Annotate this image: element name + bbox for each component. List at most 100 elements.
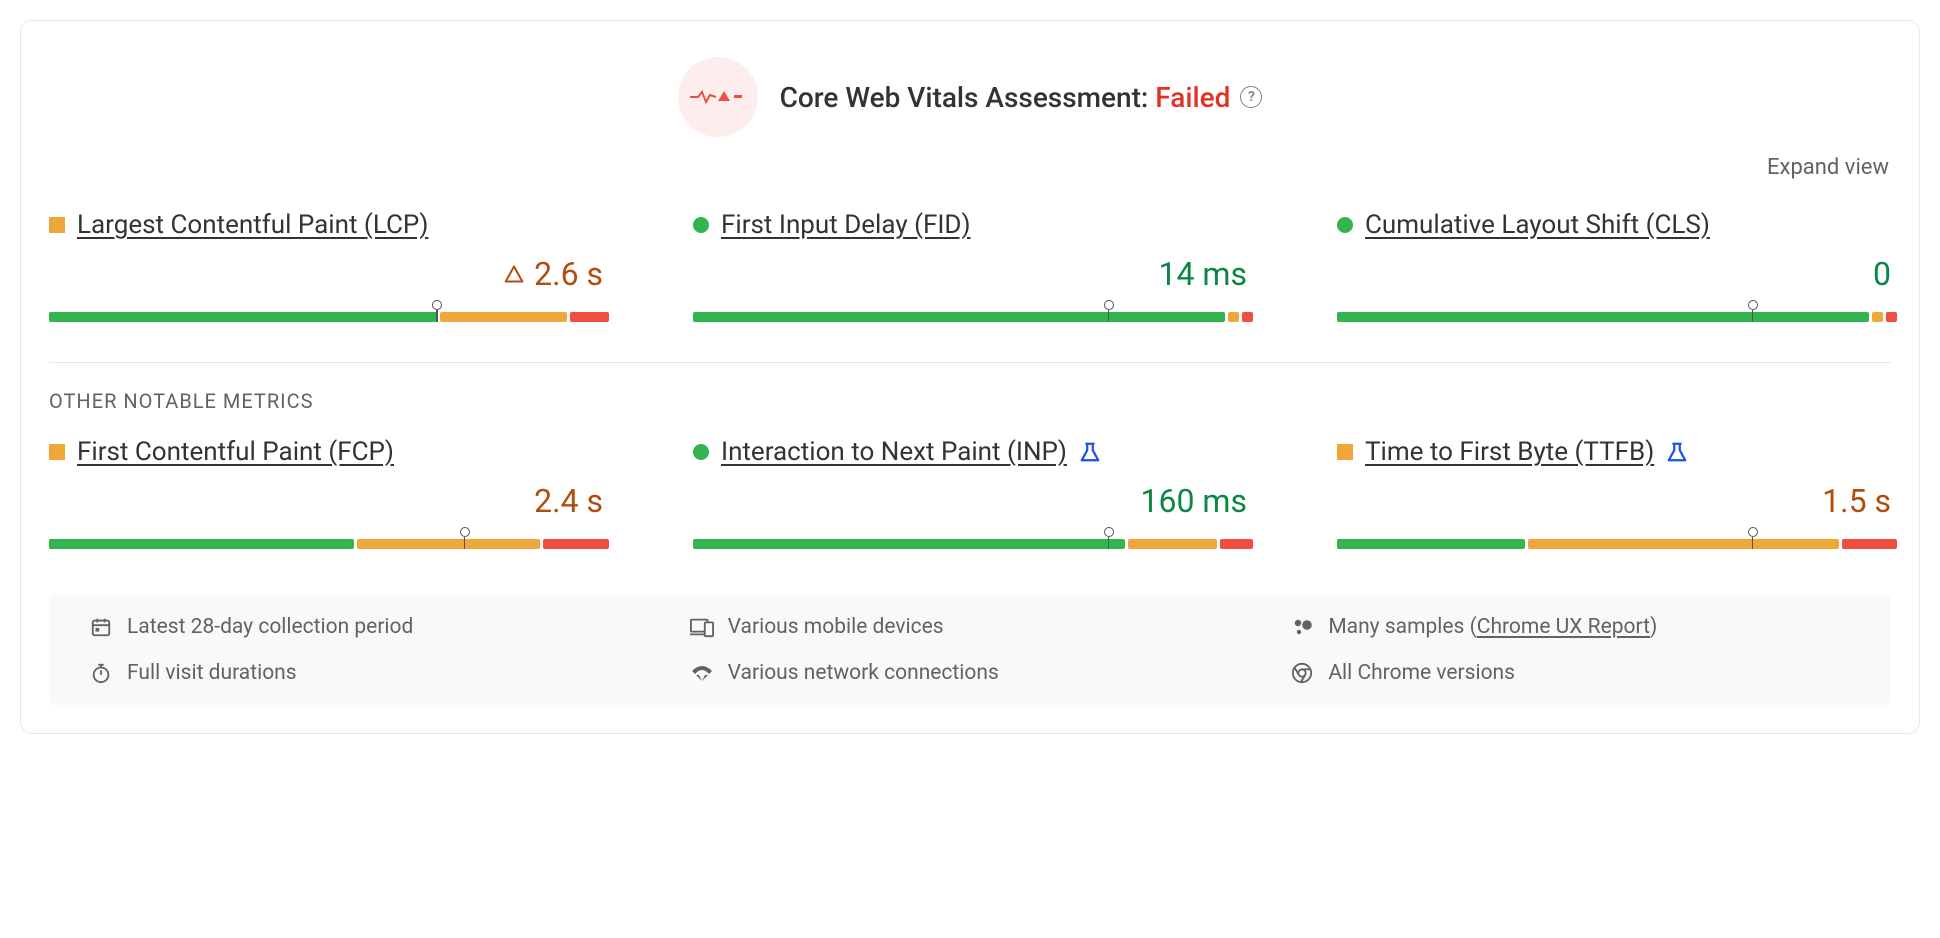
help-icon[interactable]: ? (1240, 86, 1262, 108)
warning-triangle-icon (504, 264, 524, 284)
footer-versions-text: All Chrome versions (1328, 661, 1515, 685)
metric-name-link[interactable]: First Input Delay (FID) (721, 210, 971, 240)
bar-segment-red (1220, 539, 1253, 549)
core-metric-lcp: Largest Contentful Paint (LCP) 2.6 s (49, 202, 603, 340)
metric-value-row: 160 ms (693, 481, 1247, 521)
bar-segment-orange (1528, 539, 1838, 549)
metric-value-row: 2.6 s (49, 254, 603, 294)
metric-name-link[interactable]: First Contentful Paint (FCP) (77, 437, 394, 467)
bar-segment-green (49, 539, 354, 549)
network-icon (690, 661, 714, 685)
bar-segment-green (693, 539, 1125, 549)
percentile-marker (432, 300, 442, 322)
other-metric-fcp: First Contentful Paint (FCP) 2.4 s (49, 429, 603, 567)
percentile-marker (1748, 300, 1758, 322)
chrome-icon (1290, 661, 1314, 685)
bar-segment-green (693, 312, 1225, 322)
core-metrics-grid: Largest Contentful Paint (LCP) 2.6 s First… (49, 202, 1891, 340)
footer-samples: Many samples (Chrome UX Report) (1290, 615, 1851, 639)
samples-icon (1290, 615, 1314, 639)
distribution-bar (49, 527, 603, 549)
percentile-marker (1104, 527, 1114, 549)
bar-segment-green (1337, 539, 1525, 549)
bar-segment-red (1242, 312, 1253, 322)
status-square-icon (49, 217, 65, 233)
metric-value-row: 1.5 s (1337, 481, 1891, 521)
metric-title-row: First Input Delay (FID) (693, 210, 1247, 240)
bar-segment-orange (1128, 539, 1217, 549)
bar-segment-green (1337, 312, 1869, 322)
chrome-ux-report-link[interactable]: Chrome UX Report (1477, 615, 1650, 639)
metric-title-row: Interaction to Next Paint (INP) (693, 437, 1247, 467)
percentile-marker (1104, 300, 1114, 322)
vitals-card: Core Web Vitals Assessment: Failed ? Exp… (20, 20, 1920, 734)
status-square-icon (1337, 444, 1353, 460)
status-circle-icon (1337, 217, 1353, 233)
metric-name-link[interactable]: Time to First Byte (TTFB) (1365, 437, 1654, 467)
footer-network-text: Various network connections (728, 661, 999, 685)
section-divider (49, 362, 1891, 363)
percentile-marker (1748, 527, 1758, 549)
footer-devices: Various mobile devices (690, 615, 1251, 639)
assessment-status-icon (678, 57, 758, 137)
metric-value-row: 14 ms (693, 254, 1247, 294)
metric-value-row: 0 (1337, 254, 1891, 294)
metric-value: 0 (1873, 255, 1891, 293)
bar-segment-orange (440, 312, 567, 322)
metric-title-row: Cumulative Layout Shift (CLS) (1337, 210, 1891, 240)
bar-segment-red (543, 539, 609, 549)
footer-durations-text: Full visit durations (127, 661, 297, 685)
status-circle-icon (693, 444, 709, 460)
other-metric-inp: Interaction to Next Paint (INP) 160 ms (693, 429, 1247, 567)
metric-value-row: 2.4 s (49, 481, 603, 521)
status-circle-icon (693, 217, 709, 233)
metric-name-link[interactable]: Interaction to Next Paint (INP) (721, 437, 1067, 467)
bar-segment-orange (1872, 312, 1883, 322)
experimental-flask-icon[interactable] (1079, 441, 1101, 463)
footer-samples-text: Many samples (Chrome UX Report) (1328, 615, 1657, 639)
assessment-title-prefix: Core Web Vitals Assessment: (780, 81, 1156, 114)
core-metric-cls: Cumulative Layout Shift (CLS) 0 (1337, 202, 1891, 340)
assessment-result: Failed (1155, 81, 1230, 114)
bar-segment-red (1886, 312, 1897, 322)
distribution-bar (1337, 300, 1891, 322)
footer-period: Latest 28-day collection period (89, 615, 650, 639)
metric-name-link[interactable]: Largest Contentful Paint (LCP) (77, 210, 428, 240)
metric-value: 160 ms (1141, 482, 1247, 520)
calendar-icon (89, 615, 113, 639)
bar-segment-orange (357, 539, 540, 549)
distribution-bar (693, 527, 1247, 549)
metric-value: 2.4 s (534, 482, 603, 520)
assessment-header: Core Web Vitals Assessment: Failed ? (49, 21, 1891, 149)
metric-name-link[interactable]: Cumulative Layout Shift (CLS) (1365, 210, 1710, 240)
metric-value: 1.5 s (1822, 482, 1891, 520)
metric-value: 2.6 s (534, 255, 603, 293)
footer-info-box: Latest 28-day collection period Various … (49, 595, 1891, 705)
distribution-bar (693, 300, 1247, 322)
other-metrics-heading: OTHER NOTABLE METRICS (49, 389, 1891, 413)
bar-segment-orange (1228, 312, 1239, 322)
bar-segment-red (570, 312, 609, 322)
assessment-title: Core Web Vitals Assessment: Failed ? (780, 81, 1263, 114)
expand-view-link[interactable]: Expand view (49, 149, 1891, 202)
devices-icon (690, 615, 714, 639)
footer-versions: All Chrome versions (1290, 661, 1851, 685)
percentile-marker (460, 527, 470, 549)
footer-period-text: Latest 28-day collection period (127, 615, 413, 639)
distribution-bar (49, 300, 603, 322)
other-metric-ttfb: Time to First Byte (TTFB) 1.5 s (1337, 429, 1891, 567)
experimental-flask-icon[interactable] (1666, 441, 1688, 463)
metric-title-row: Largest Contentful Paint (LCP) (49, 210, 603, 240)
bar-segment-red (1842, 539, 1897, 549)
other-metrics-grid: First Contentful Paint (FCP) 2.4 s Interac… (49, 429, 1891, 567)
metric-value: 14 ms (1159, 255, 1247, 293)
distribution-bar (1337, 527, 1891, 549)
bar-segment-green (49, 312, 437, 322)
status-square-icon (49, 444, 65, 460)
footer-network: Various network connections (690, 661, 1251, 685)
core-metric-fid: First Input Delay (FID) 14 ms (693, 202, 1247, 340)
footer-devices-text: Various mobile devices (728, 615, 944, 639)
footer-durations: Full visit durations (89, 661, 650, 685)
metric-title-row: First Contentful Paint (FCP) (49, 437, 603, 467)
metric-title-row: Time to First Byte (TTFB) (1337, 437, 1891, 467)
